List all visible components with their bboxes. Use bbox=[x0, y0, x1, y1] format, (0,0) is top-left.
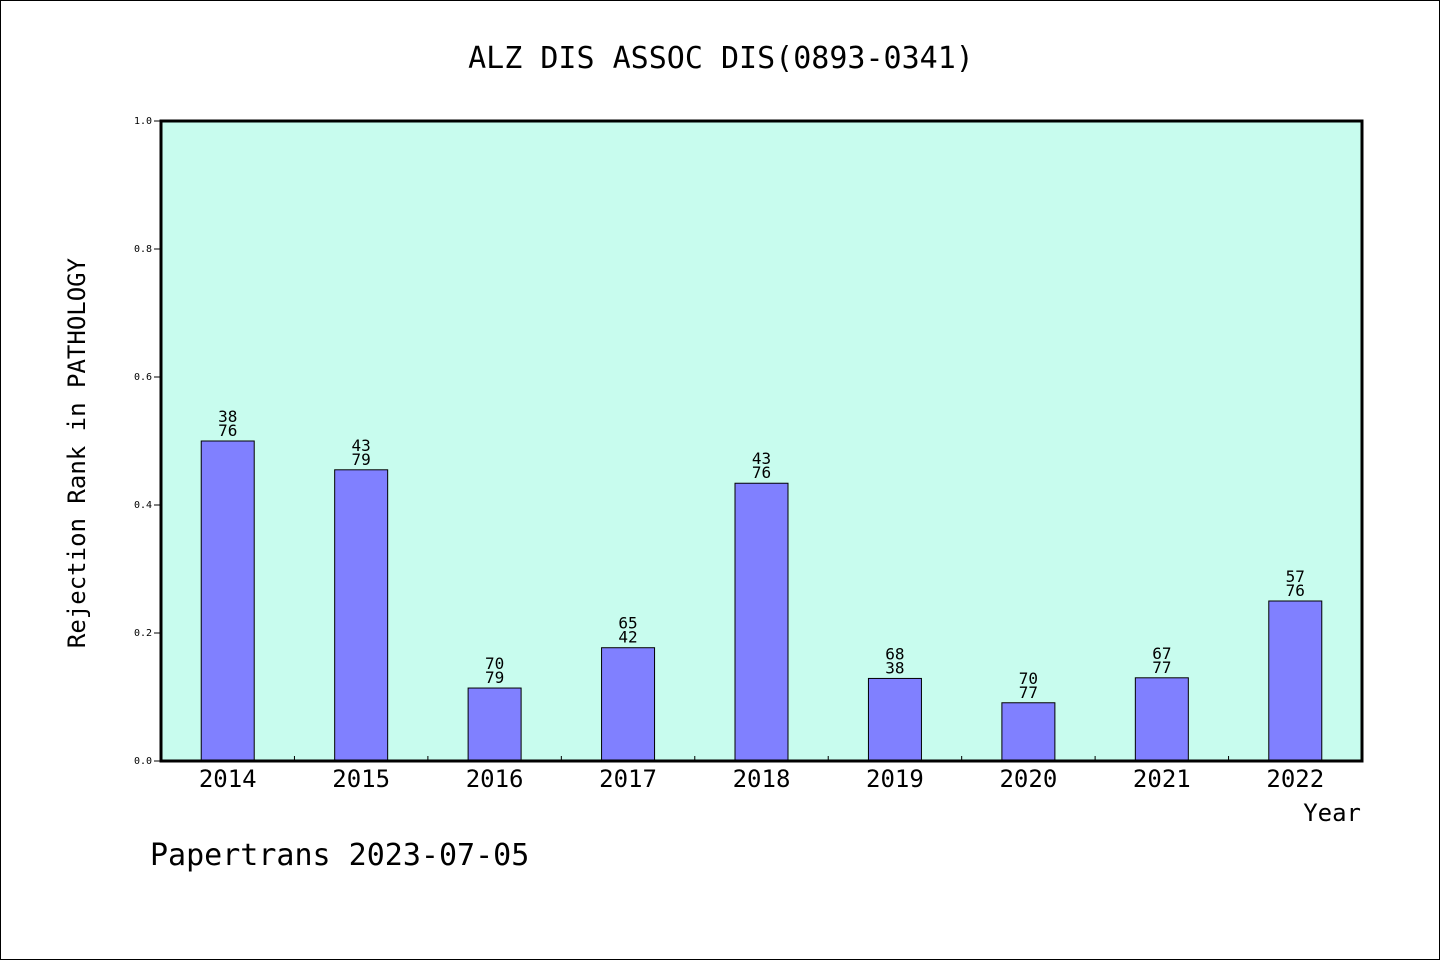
x-tick-label: 2022 bbox=[1266, 765, 1324, 793]
data-label-bottom: 79 bbox=[485, 668, 504, 687]
data-label-top: 43 bbox=[752, 449, 771, 468]
y-tick-label: 0.6 bbox=[134, 372, 152, 383]
x-tick-label: 2020 bbox=[999, 765, 1057, 793]
bar bbox=[334, 469, 389, 762]
data-label-top: 70 bbox=[485, 654, 504, 673]
data-label-bottom: 77 bbox=[1019, 683, 1038, 702]
x-axis: 2014 2015 2016 2017 2018 2019 2020 2021 2022 bbox=[199, 756, 1324, 793]
x-tick-label: 2017 bbox=[599, 765, 657, 793]
y-axis-label: Rejection Rank in PATHOLOGY bbox=[63, 257, 91, 648]
data-label-bottom: 76 bbox=[1286, 581, 1305, 600]
y-tick-label: 0.8 bbox=[134, 244, 152, 255]
bar-series bbox=[200, 440, 1323, 762]
bar bbox=[1134, 677, 1189, 762]
data-label-top: 43 bbox=[352, 436, 371, 455]
y-tick-label: 0.2 bbox=[134, 628, 152, 639]
bar bbox=[1001, 702, 1056, 762]
footer-text: Papertrans 2023-07-05 bbox=[150, 838, 529, 873]
bar bbox=[1268, 600, 1323, 762]
data-label-top: 70 bbox=[1019, 669, 1038, 688]
x-tick-label: 2019 bbox=[866, 765, 924, 793]
bar bbox=[467, 687, 522, 762]
x-tick-label: 2016 bbox=[466, 765, 524, 793]
data-label-top: 68 bbox=[885, 644, 904, 663]
y-axis: 0.0 0.2 0.4 0.6 0.8 1.0 bbox=[134, 116, 161, 767]
x-tick-label: 2014 bbox=[199, 765, 257, 793]
x-axis-label: Year bbox=[1303, 799, 1361, 827]
bar bbox=[601, 647, 656, 762]
chart-title: ALZ DIS ASSOC DIS(0893-0341) bbox=[468, 41, 974, 76]
data-label-top: 38 bbox=[218, 407, 237, 426]
data-label-bottom: 76 bbox=[752, 463, 771, 482]
plot-border bbox=[159, 119, 1364, 763]
x-tick-label: 2021 bbox=[1133, 765, 1191, 793]
data-label-top: 57 bbox=[1286, 567, 1305, 586]
x-tick-label: 2018 bbox=[733, 765, 791, 793]
bar bbox=[200, 440, 255, 762]
data-label-bottom: 79 bbox=[352, 450, 371, 469]
x-tick-label: 2015 bbox=[332, 765, 390, 793]
y-tick-label: 1.0 bbox=[134, 116, 152, 127]
data-label-top: 67 bbox=[1152, 644, 1171, 663]
data-label-top: 65 bbox=[618, 614, 637, 633]
y-tick-label: 0.0 bbox=[134, 756, 152, 767]
data-label-bottom: 38 bbox=[885, 658, 904, 677]
data-label-bottom: 76 bbox=[218, 421, 237, 440]
bar bbox=[734, 482, 789, 762]
data-label-bottom: 42 bbox=[618, 628, 637, 647]
bar bbox=[867, 677, 922, 762]
data-label-bottom: 77 bbox=[1152, 658, 1171, 677]
y-tick-label: 0.4 bbox=[134, 500, 152, 511]
